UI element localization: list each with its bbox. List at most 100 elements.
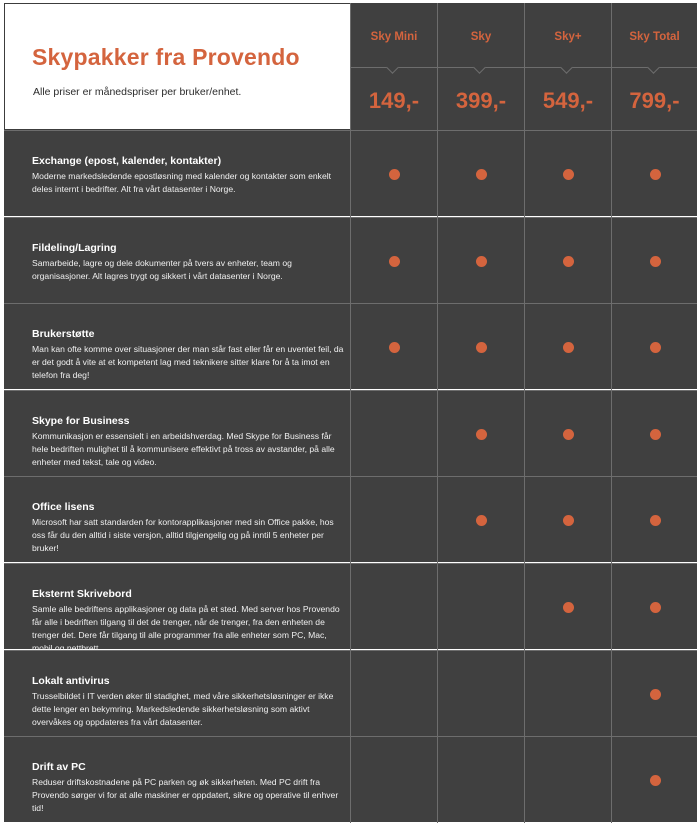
plan-check-cell — [524, 390, 611, 477]
feature-title: Skype for Business — [32, 414, 130, 427]
feature-cell: Skype for Business Kommunikasjon er essen… — [4, 391, 350, 477]
plan-check-cell — [350, 650, 437, 737]
plan-check-cell — [437, 737, 524, 824]
plan-price: 149,- — [368, 88, 420, 113]
included-dot-icon — [650, 688, 661, 700]
feature-row: Office lisens Microsoft har satt standard… — [4, 476, 697, 564]
pricing-header: Skypakker fra Provendo Alle priser er må… — [4, 3, 697, 130]
plan-check-cell — [611, 390, 697, 477]
plan-check-cell — [437, 217, 524, 304]
plan-check-cell — [524, 131, 611, 217]
plan-check-cell — [524, 304, 611, 391]
plan-name: Sky+ — [554, 31, 582, 43]
page-subtitle: Alle priser er månedspriser per bruker/e… — [33, 86, 242, 98]
feature-row: Skype for Business Kommunikasjon er essen… — [4, 389, 697, 477]
plan-check-cell — [350, 564, 437, 650]
header-intro: Skypakker fra Provendo Alle priser er må… — [4, 3, 350, 130]
plan-check-cell — [611, 477, 697, 564]
plan-check-cell — [437, 477, 524, 564]
included-dot-icon — [563, 255, 574, 267]
plan-check-cell — [437, 650, 524, 737]
feature-description: Samle alle bedriftens applikasjoner og d… — [32, 604, 340, 653]
included-dot-icon — [563, 428, 574, 440]
plan-price: 399,- — [455, 88, 507, 113]
plan-check-cell — [611, 650, 697, 737]
feature-title: Fildeling/Lagring — [32, 241, 117, 254]
plan-check-cell — [350, 477, 437, 564]
feature-title: Eksternt Skrivebord — [32, 588, 132, 600]
feature-cell: Office lisens Microsoft har satt standard… — [4, 477, 350, 563]
included-dot-icon — [476, 169, 487, 180]
plan-check-cell — [524, 564, 611, 650]
plan-name: Sky Mini — [370, 31, 418, 43]
included-dot-icon — [650, 255, 661, 267]
included-dot-icon — [389, 255, 400, 267]
feature-description: Reduser driftskostnadene på PC parken og… — [32, 777, 339, 814]
plan-check-cell — [437, 304, 524, 391]
plan-column-sky: Sky 399,- — [437, 3, 524, 130]
plan-check-cell — [611, 131, 697, 217]
plan-column-sky-plus: Sky+ 549,- — [524, 3, 611, 130]
feature-cell: Eksternt Skrivebord Samle alle bedriftens… — [4, 564, 350, 653]
feature-description: Moderne markedsledende epostløsning med … — [32, 171, 332, 194]
plan-price: 799,- — [629, 88, 680, 113]
included-dot-icon — [389, 342, 400, 354]
feature-row: Drift av PC Reduser driftskostnadene på P… — [4, 736, 697, 824]
plan-check-cell — [350, 131, 437, 217]
included-dot-icon — [563, 342, 574, 354]
plan-check-cell — [437, 564, 524, 650]
included-dot-icon — [476, 428, 487, 440]
plan-name: Sky Total — [629, 31, 680, 43]
included-dot-icon — [650, 775, 661, 787]
page-title: Skypakker fra Provendo — [32, 44, 300, 70]
feature-title: Drift av PC — [32, 761, 86, 774]
feature-description: Microsoft har satt standarden for kontor… — [32, 517, 334, 554]
plan-column-sky-mini: Sky Mini 149,- — [350, 3, 437, 130]
included-dot-icon — [650, 602, 661, 613]
feature-title: Lokalt antivirus — [32, 674, 110, 687]
feature-description: Man kan ofte komme over situasjoner der … — [32, 344, 344, 381]
feature-row: Brukerstøtte Man kan ofte komme over situ… — [4, 303, 697, 391]
feature-row: Exchange (epost, kalender, kontakter) Mod… — [4, 130, 697, 217]
plan-check-cell — [350, 737, 437, 824]
included-dot-icon — [389, 169, 400, 180]
plan-check-cell — [350, 304, 437, 391]
feature-title: Exchange (epost, kalender, kontakter) — [32, 155, 222, 167]
feature-cell: Exchange (epost, kalender, kontakter) Mod… — [4, 131, 350, 217]
plan-check-cell — [611, 737, 697, 824]
plan-notch — [386, 61, 399, 74]
plan-check-cell — [350, 390, 437, 477]
plan-check-cell — [350, 217, 437, 304]
included-dot-icon — [563, 602, 574, 613]
included-dot-icon — [650, 342, 661, 354]
feature-cell: Fildeling/Lagring Samarbeide, lagre og de… — [4, 218, 350, 304]
plan-price: 549,- — [542, 88, 594, 113]
feature-title: Brukerstøtte — [32, 328, 95, 341]
plan-check-cell — [611, 564, 697, 650]
plan-check-cell — [524, 477, 611, 564]
included-dot-icon — [476, 342, 487, 354]
plan-check-cell — [524, 217, 611, 304]
feature-description: Samarbeide, lagre og dele dokumenter på … — [32, 257, 292, 281]
plan-notch — [560, 61, 573, 74]
plan-check-cell — [611, 217, 697, 304]
included-dot-icon — [563, 515, 574, 527]
feature-cell: Drift av PC Reduser driftskostnadene på P… — [4, 737, 350, 823]
plan-check-cell — [437, 390, 524, 477]
feature-row: Eksternt Skrivebord Samle alle bedriftens… — [4, 563, 697, 653]
plan-notch — [647, 61, 660, 74]
feature-row: Lokalt antivirus Trusselbildet i IT verde… — [4, 649, 697, 737]
feature-cell: Lokalt antivirus Trusselbildet i IT verde… — [4, 651, 350, 737]
included-dot-icon — [476, 255, 487, 267]
pricing-table: Skypakker fra Provendo Alle priser er må… — [4, 3, 697, 824]
plan-column-sky-total: Sky Total 799,- — [611, 3, 697, 130]
feature-description: Trusselbildet i IT verden øker til stadi… — [32, 690, 334, 727]
plan-check-cell — [524, 650, 611, 737]
feature-cell: Brukerstøtte Man kan ofte komme over situ… — [4, 304, 350, 390]
included-dot-icon — [650, 169, 661, 180]
plan-notch — [473, 61, 486, 74]
included-dot-icon — [650, 515, 661, 527]
included-dot-icon — [563, 169, 574, 180]
feature-row: Fildeling/Lagring Samarbeide, lagre og de… — [4, 216, 697, 304]
feature-description: Kommunikasjon er essensielt i en arbeids… — [32, 430, 335, 467]
